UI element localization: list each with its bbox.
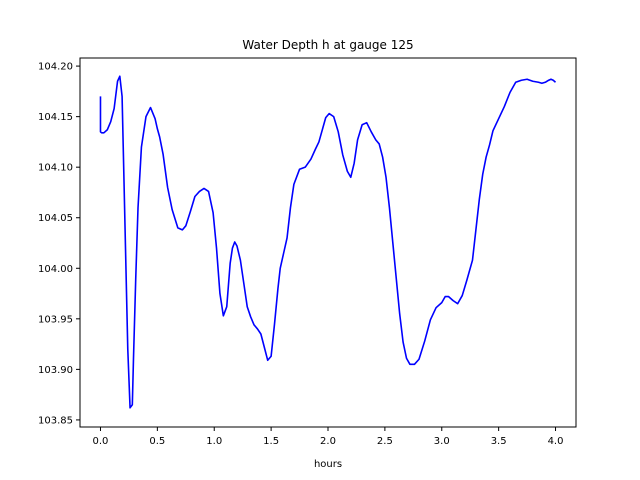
y-tick-label: 103.90 <box>38 365 73 376</box>
chart-title: Water Depth h at gauge 125 <box>242 38 413 52</box>
x-tick-label: 4.0 <box>548 436 564 447</box>
series-line-0 <box>99 75 557 409</box>
y-tick-label: 104.05 <box>38 213 73 224</box>
y-tick-label: 104.00 <box>38 264 73 275</box>
y-tick-label: 104.15 <box>38 112 73 123</box>
x-tick-label: 3.0 <box>434 436 450 447</box>
x-tick-label: 2.5 <box>377 436 393 447</box>
y-tick-label: 103.85 <box>38 415 73 426</box>
y-tick-label: 104.20 <box>38 62 73 73</box>
x-tick-label: 0.5 <box>149 436 165 447</box>
x-tick-label: 0.0 <box>93 436 109 447</box>
y-tick-label: 104.10 <box>38 163 73 174</box>
x-tick-label: 1.0 <box>206 436 222 447</box>
x-tick-label: 3.5 <box>491 436 507 447</box>
x-axis-ticks: 0.0 0.5 1.0 1.5 2.0 2.5 3.0 3.5 4.0 <box>93 427 564 447</box>
y-tick-label: 103.95 <box>38 314 73 325</box>
y-axis-ticks: 103.85 103.90 103.95 104.00 104.05 104.10 104.… <box>38 62 80 426</box>
x-tick-label: 1.5 <box>263 436 279 447</box>
x-axis-label: hours <box>314 459 342 470</box>
x-tick-label: 2.0 <box>320 436 336 447</box>
